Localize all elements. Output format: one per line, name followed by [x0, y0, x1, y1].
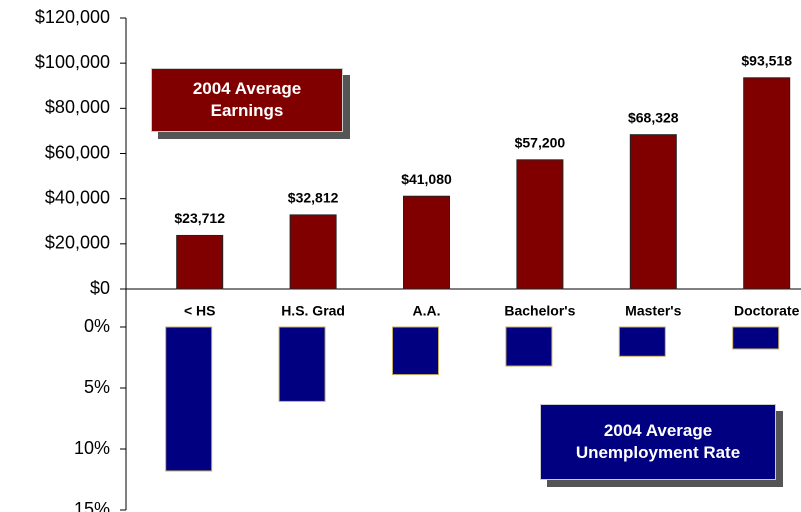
bar — [176, 234, 224, 290]
y-tick-label: 0% — [84, 316, 110, 336]
x-tick-label: H.S. Grad — [281, 303, 345, 319]
bar — [289, 214, 337, 290]
value-label: $23,712 — [174, 210, 225, 226]
x-tick-label: < HS — [184, 303, 216, 319]
bar — [278, 326, 326, 402]
y-tick-label: 5% — [84, 377, 110, 397]
value-label: $57,200 — [515, 135, 566, 151]
bar — [732, 326, 780, 350]
bar — [392, 326, 439, 376]
y-tick-label: $60,000 — [45, 142, 110, 162]
x-tick-label: Master's — [625, 303, 681, 319]
bar — [403, 195, 450, 290]
earnings-title: 2004 Average Earnings — [151, 68, 343, 132]
bar — [743, 77, 791, 290]
bar — [165, 326, 213, 472]
unemployment-title: 2004 Average Unemployment Rate — [540, 404, 776, 480]
bar — [618, 326, 666, 357]
x-tick-label: Doctorate — [734, 303, 800, 319]
bar — [505, 326, 553, 367]
y-tick-label: $100,000 — [35, 52, 110, 72]
y-tick-label: $20,000 — [45, 233, 110, 253]
value-label: $68,328 — [628, 109, 679, 125]
y-tick-label: $0 — [90, 278, 110, 298]
y-tick-label: $40,000 — [45, 187, 110, 207]
value-label: $32,812 — [288, 190, 339, 206]
y-tick-label: $80,000 — [45, 97, 110, 117]
y-tick-label: 15% — [74, 499, 110, 512]
x-tick-label: A.A. — [413, 303, 441, 319]
y-tick-label: $120,000 — [35, 7, 110, 27]
x-tick-label: Bachelor's — [504, 303, 575, 319]
bar — [516, 159, 564, 290]
value-label: $41,080 — [401, 171, 452, 187]
bar — [629, 134, 677, 290]
value-label: $93,518 — [741, 53, 792, 69]
y-tick-label: 10% — [74, 438, 110, 458]
